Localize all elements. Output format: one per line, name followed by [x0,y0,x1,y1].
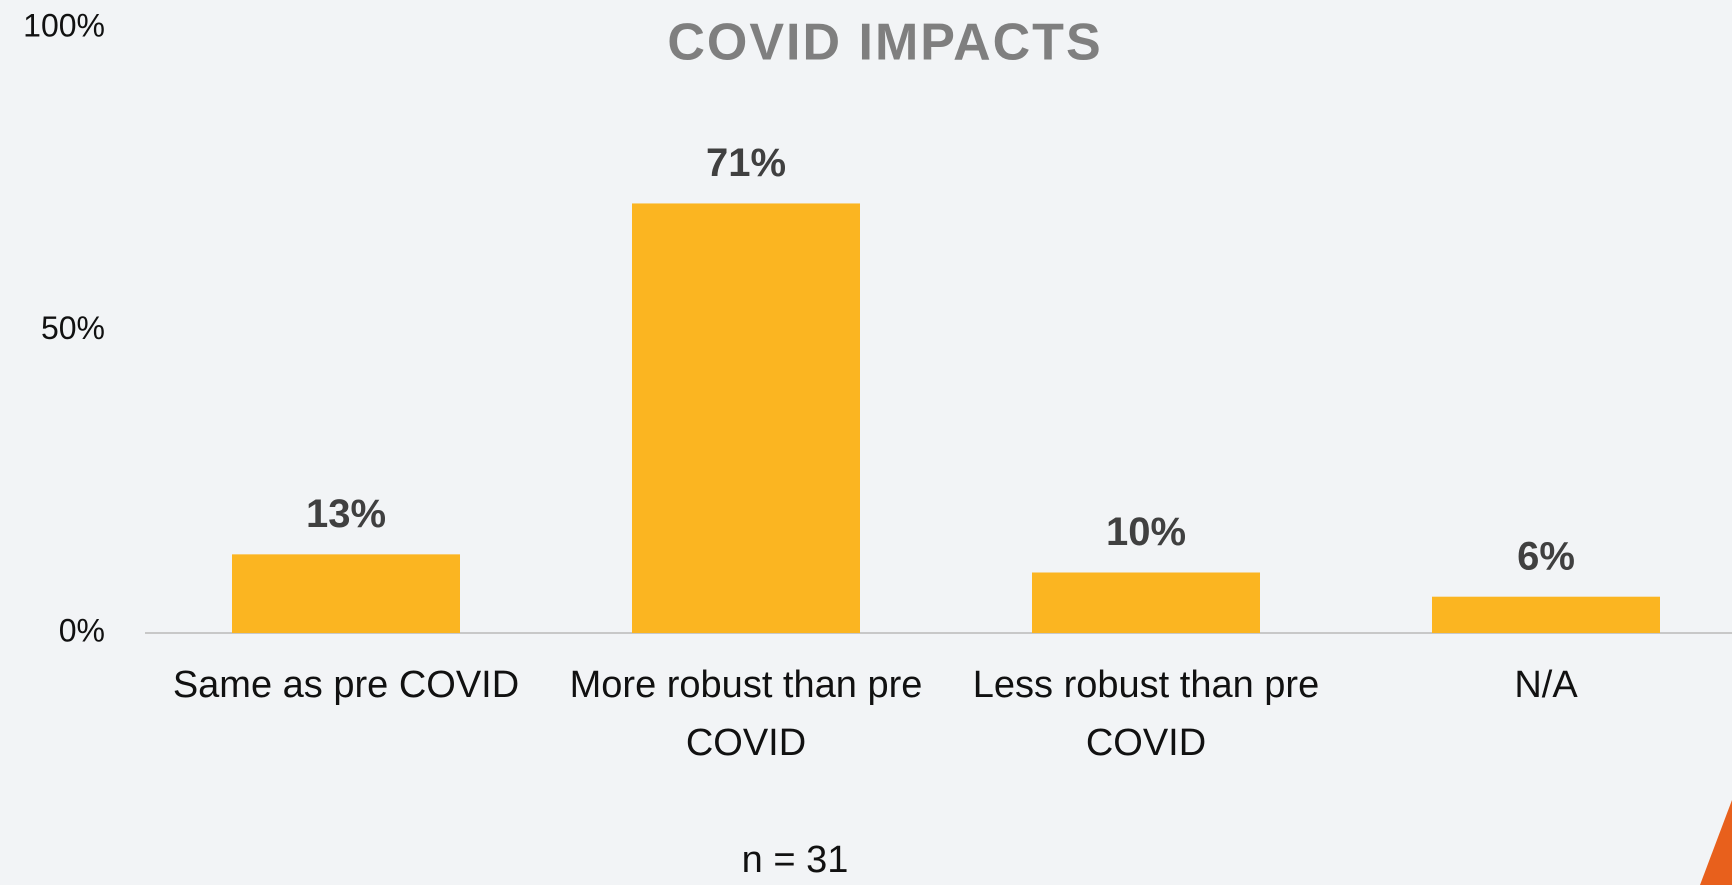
bar [1032,572,1260,633]
y-tick-label: 50% [41,310,105,346]
bar [632,203,860,633]
data-label: 10% [1106,510,1186,554]
data-label: 6% [1517,534,1575,578]
annotation: n = 31 [742,839,849,881]
corner-decoration [1700,800,1732,885]
data-label: 13% [306,492,386,536]
bar [1432,596,1660,633]
bar [232,554,460,633]
data-label: 71% [706,141,786,185]
x-tick-label: N/A [1514,664,1578,706]
chart-title: COVID IMPACTS [667,14,1102,72]
x-tick-label: More robust than pre COVID [569,664,923,764]
x-tick-label: Less robust than pre COVID [972,664,1320,764]
y-tick-label: 0% [59,612,105,648]
x-tick-label: Same as pre COVID [172,664,520,706]
y-tick-label: 100% [23,7,105,43]
